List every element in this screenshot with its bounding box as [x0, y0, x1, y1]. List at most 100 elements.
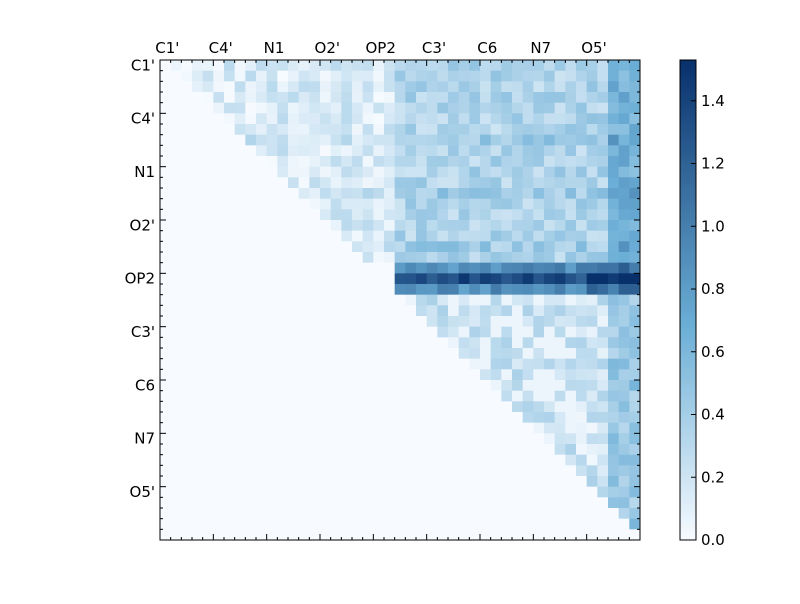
heatmap-cell: [384, 294, 396, 306]
heatmap-cell: [384, 230, 396, 242]
heatmap-cell: [586, 412, 598, 424]
heatmap-cell: [437, 198, 449, 210]
colorbar-segment: [680, 456, 696, 461]
heatmap-cell: [586, 209, 598, 221]
heatmap-cell: [576, 209, 588, 221]
heatmap-cell: [576, 390, 588, 402]
heatmap-cell: [426, 134, 438, 146]
heatmap-cell: [501, 134, 513, 146]
heatmap-cell: [544, 92, 556, 104]
heatmap-cell: [437, 412, 449, 424]
heatmap-cell: [309, 444, 321, 456]
heatmap-cell: [298, 412, 310, 424]
heatmap-cell: [458, 497, 470, 509]
heatmap-cell: [394, 166, 406, 178]
heatmap-cell: [394, 305, 406, 317]
heatmap-cell: [341, 177, 353, 189]
heatmap-cell: [437, 422, 449, 434]
colorbar-segment: [680, 512, 696, 517]
heatmap-cell: [554, 220, 566, 232]
heatmap-cell: [437, 369, 449, 381]
heatmap-cell: [426, 177, 438, 189]
heatmap-cell: [192, 348, 204, 360]
heatmap-cell: [469, 337, 481, 349]
heatmap-cell: [416, 166, 428, 178]
colorbar-segment: [680, 500, 696, 505]
heatmap-cell: [384, 177, 396, 189]
heatmap-cell: [362, 124, 374, 136]
heatmap-cell: [202, 124, 214, 136]
heatmap-cell: [213, 444, 225, 456]
heatmap-cell: [501, 486, 513, 498]
heatmap-cell: [160, 156, 172, 168]
heatmap-cell: [341, 241, 353, 253]
heatmap-cell: [170, 134, 182, 146]
heatmap-cell: [170, 230, 182, 242]
heatmap-cell: [522, 102, 534, 114]
heatmap-cell: [469, 209, 481, 221]
heatmap-cell: [533, 188, 545, 200]
heatmap-cell: [224, 305, 236, 317]
heatmap-cell: [288, 433, 300, 445]
heatmap-cell: [544, 81, 556, 93]
heatmap-cell: [597, 156, 609, 168]
heatmap-cell: [320, 369, 332, 381]
heatmap-cell: [352, 508, 364, 520]
heatmap-cell: [384, 316, 396, 328]
heatmap-cell: [416, 188, 428, 200]
y-tick-label: O5': [130, 483, 155, 501]
colorbar-segment: [680, 348, 696, 353]
heatmap-cell: [181, 390, 193, 402]
heatmap-cell: [448, 358, 460, 370]
heatmap-cell: [245, 401, 257, 413]
heatmap-cell: [416, 273, 428, 285]
heatmap-cell: [352, 401, 364, 413]
heatmap-cell: [362, 412, 374, 424]
heatmap-cell: [384, 401, 396, 413]
heatmap-cell: [533, 497, 545, 509]
heatmap-cell: [416, 486, 428, 498]
heatmap-cell: [266, 401, 278, 413]
heatmap-cell: [394, 70, 406, 82]
heatmap-cell: [394, 102, 406, 114]
heatmap-cell: [608, 156, 620, 168]
heatmap-cell: [586, 166, 598, 178]
heatmap-cell: [362, 380, 374, 392]
heatmap-cell: [266, 486, 278, 498]
heatmap-cell: [458, 348, 470, 360]
heatmap-cell: [213, 188, 225, 200]
colorbar-segment: [680, 196, 696, 201]
heatmap-cell: [469, 294, 481, 306]
heatmap-cell: [437, 294, 449, 306]
heatmap-cell: [554, 433, 566, 445]
heatmap-cell: [544, 508, 556, 520]
heatmap-cell: [458, 508, 470, 520]
heatmap-cell: [245, 497, 257, 509]
heatmap-cell: [341, 444, 353, 456]
heatmap-cell: [341, 348, 353, 360]
colorbar-segment: [680, 436, 696, 441]
heatmap-cell: [629, 262, 641, 274]
heatmap-cell: [256, 209, 268, 221]
heatmap-cell: [160, 348, 172, 360]
heatmap-cell: [362, 241, 374, 253]
heatmap-cell: [629, 518, 641, 530]
heatmap-cell: [213, 348, 225, 360]
heatmap-cell: [490, 529, 502, 541]
heatmap-cell: [192, 422, 204, 434]
heatmap-cell: [224, 241, 236, 253]
heatmap-cell: [586, 177, 598, 189]
heatmap-cell: [277, 273, 289, 285]
heatmap-cell: [181, 92, 193, 104]
heatmap-cell: [202, 70, 214, 82]
heatmap-cell: [437, 358, 449, 370]
heatmap-cell: [277, 156, 289, 168]
heatmap-cell: [245, 433, 257, 445]
heatmap-cell: [469, 92, 481, 104]
heatmap-cell: [181, 508, 193, 520]
heatmap-cell: [554, 337, 566, 349]
heatmap-cell: [565, 369, 577, 381]
heatmap-cell: [181, 412, 193, 424]
heatmap-cell: [298, 230, 310, 242]
